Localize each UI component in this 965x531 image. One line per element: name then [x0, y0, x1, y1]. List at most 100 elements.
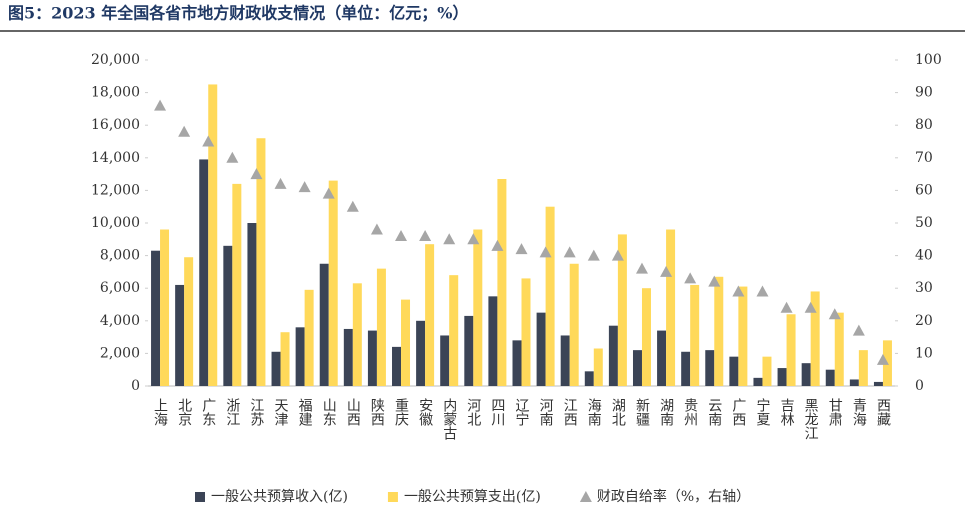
bar	[681, 351, 691, 386]
x-tick-label: 江苏	[248, 398, 264, 427]
bar	[786, 314, 796, 386]
y-tick-label: 20,000	[91, 52, 140, 68]
x-tick-label: 湖北	[610, 398, 626, 427]
bar	[497, 178, 507, 386]
y2-tick-label: 70	[915, 150, 933, 166]
x-tick-label: 四川	[489, 398, 505, 426]
legend-label: 财政自给率（%，右轴）	[597, 488, 750, 505]
marker	[828, 308, 841, 320]
marker	[419, 230, 432, 242]
bar	[376, 268, 386, 386]
bar	[352, 283, 362, 386]
marker	[322, 187, 335, 199]
bar	[521, 278, 531, 386]
bar	[304, 289, 314, 386]
bar	[392, 346, 402, 386]
x-tick-label: 新疆	[634, 398, 650, 426]
bar	[729, 356, 739, 386]
x-tick-label: 宁夏	[754, 397, 770, 426]
bar	[753, 377, 763, 386]
x-tick-label: 浙江	[224, 398, 240, 426]
y-tick-label: 14,000	[91, 150, 140, 166]
marker	[154, 99, 167, 111]
x-tick-label: 上海	[152, 398, 168, 426]
bar	[199, 159, 209, 386]
bar	[666, 229, 676, 386]
bar	[593, 348, 603, 386]
bar	[641, 288, 651, 386]
marker	[635, 262, 648, 274]
x-tick-label: 福建	[297, 398, 313, 427]
bar	[834, 312, 844, 386]
y-tick-label: 0	[131, 378, 140, 394]
bar	[873, 381, 883, 386]
bar	[319, 263, 329, 386]
bar	[777, 368, 787, 386]
marker	[587, 249, 600, 261]
bar	[232, 183, 242, 386]
legend-swatch	[579, 491, 592, 502]
chart-title: 图5：2023 年全国各省市地方财政收支情况（单位：亿元；%）	[8, 4, 468, 23]
y-tick-label: 4,000	[100, 313, 140, 329]
bar	[160, 229, 170, 386]
legend-swatch	[195, 492, 205, 502]
y2-tick-label: 80	[915, 117, 933, 133]
y2-tick-label: 0	[915, 378, 924, 394]
y2-tick-label: 40	[915, 248, 933, 264]
y-tick-label: 16,000	[91, 117, 140, 133]
marker	[515, 243, 528, 255]
y2-tick-label: 10	[915, 345, 933, 361]
bar	[425, 244, 435, 386]
bar	[584, 371, 594, 386]
y-tick-label: 12,000	[91, 182, 140, 198]
y2-tick-label: 90	[915, 85, 933, 101]
x-tick-label: 山西	[345, 398, 361, 426]
x-tick-label: 河北	[465, 398, 481, 427]
bar	[184, 257, 194, 386]
bar	[536, 312, 546, 386]
bar	[247, 223, 257, 386]
bar	[738, 286, 748, 386]
bar	[801, 363, 811, 386]
bar	[849, 379, 859, 386]
y-tick-label: 18,000	[91, 85, 140, 101]
marker	[467, 233, 480, 245]
bar	[690, 284, 700, 386]
marker	[226, 151, 239, 163]
marker	[684, 272, 697, 284]
bar	[560, 335, 570, 386]
bar	[208, 84, 218, 386]
marker	[202, 135, 215, 147]
bar	[464, 315, 474, 386]
bar	[440, 335, 450, 386]
x-tick-label: 青海	[851, 398, 867, 426]
bar	[256, 138, 266, 386]
x-tick-label: 甘肃	[827, 398, 843, 426]
bar	[488, 296, 498, 386]
bar	[569, 263, 579, 386]
bar	[617, 234, 627, 386]
x-tick-label: 广东	[200, 398, 216, 426]
x-tick-label: 黑龙江	[803, 398, 819, 440]
y2-tick-label: 30	[915, 280, 933, 296]
marker	[852, 324, 865, 336]
x-tick-label: 辽宁	[514, 398, 530, 426]
bar	[271, 351, 281, 386]
y2-tick-label: 60	[915, 182, 933, 198]
x-tick-label: 山东	[321, 398, 337, 426]
bar	[151, 250, 161, 386]
y2-tick-label: 20	[915, 313, 933, 329]
x-tick-label: 海南	[586, 398, 602, 426]
marker	[780, 301, 793, 313]
x-tick-label: 湖南	[658, 398, 674, 426]
y2-tick-label: 100	[915, 52, 942, 68]
marker	[250, 168, 263, 180]
x-tick-label: 西藏	[875, 398, 891, 426]
y-tick-label: 2,000	[100, 345, 140, 361]
bar	[416, 320, 426, 386]
x-tick-label: 重庆	[393, 398, 409, 426]
y-tick-label: 10,000	[91, 215, 140, 231]
x-tick-label: 安徽	[417, 398, 433, 426]
marker	[732, 285, 745, 297]
